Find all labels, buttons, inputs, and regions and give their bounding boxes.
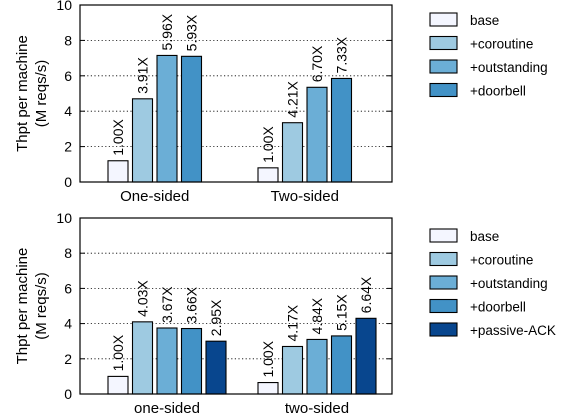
bar-value-label-0-1-3: 7.33X bbox=[334, 36, 350, 73]
bar-value-label-1-0-1: 4.03X bbox=[135, 280, 151, 317]
bar-value-label-1-1-2: 4.84X bbox=[309, 297, 325, 334]
y-tick-label-0-5: 10 bbox=[56, 0, 72, 13]
legend-swatch-0-2 bbox=[429, 59, 458, 74]
bar-0-1-2 bbox=[306, 86, 328, 183]
y-axis-label-line2-1: (M reqs/s) bbox=[33, 272, 50, 340]
bar-value-label-0-1-2: 6.70X bbox=[309, 45, 325, 82]
y-tick-label-0-0: 0 bbox=[64, 174, 72, 190]
bar-value-label-1-1-1: 4.17X bbox=[285, 304, 301, 341]
legend-label-1-4: +passive-ACK bbox=[470, 323, 556, 338]
y-tick-label-1-5: 10 bbox=[56, 210, 72, 226]
bar-value-label-1-1-3: 5.15X bbox=[334, 294, 350, 331]
legend-swatch-1-0 bbox=[429, 228, 458, 243]
bar-1-1-1 bbox=[281, 345, 304, 395]
bar-1-1-2 bbox=[306, 338, 328, 395]
bar-1-0-3 bbox=[180, 327, 203, 395]
legend-swatch-0-3 bbox=[429, 82, 458, 98]
bar-value-label-1-0-0: 1.00X bbox=[110, 334, 126, 371]
bar-value-label-0-1-1: 4.21X bbox=[285, 80, 301, 117]
bar-1-1-3 bbox=[330, 335, 353, 395]
legend-label-0-3: +doorbell bbox=[470, 84, 526, 99]
legend-label-0-0: base bbox=[470, 13, 499, 28]
bar-value-label-1-0-4: 2.95X bbox=[208, 299, 224, 336]
legend-swatch-1-2 bbox=[429, 275, 458, 290]
bar-value-label-0-0-2: 5.96X bbox=[159, 13, 175, 50]
y-tick-label-1-3: 6 bbox=[64, 280, 72, 296]
legend-swatch-0-1 bbox=[429, 35, 458, 51]
legend-label-0-2: +outstanding bbox=[470, 60, 548, 75]
x-category-label-0-1: Two-sided bbox=[271, 188, 339, 205]
y-tick-label-1-4: 8 bbox=[64, 245, 72, 261]
bar-0-1-1 bbox=[281, 122, 304, 183]
bar-value-label-0-0-3: 5.93X bbox=[184, 14, 200, 51]
bar-value-label-1-1-4: 6.64X bbox=[358, 276, 374, 313]
bar-value-label-1-0-3: 3.66X bbox=[184, 286, 200, 323]
axes-frame-1 bbox=[79, 217, 393, 395]
bar-0-0-2 bbox=[156, 54, 178, 183]
legend-swatch-1-4 bbox=[429, 322, 458, 337]
bar-0-0-1 bbox=[131, 98, 154, 183]
y-tick-label-0-2: 4 bbox=[64, 103, 72, 119]
bar-0-1-0 bbox=[257, 167, 279, 183]
bar-value-label-0-0-0: 1.00X bbox=[110, 119, 126, 156]
y-tick-label-0-3: 6 bbox=[64, 68, 72, 84]
bar-1-0-1 bbox=[131, 321, 154, 395]
legend-label-1-2: +outstanding bbox=[470, 276, 548, 291]
bar-value-label-1-0-2: 3.67X bbox=[159, 286, 175, 323]
bar-value-label-1-1-0: 1.00X bbox=[260, 340, 276, 377]
legend-label-1-0: base bbox=[470, 229, 499, 244]
bar-1-0-4 bbox=[205, 340, 227, 395]
legend-label-1-3: +doorbell bbox=[470, 300, 526, 315]
bar-0-0-0 bbox=[107, 160, 129, 183]
x-category-label-0-0: One-sided bbox=[120, 188, 189, 205]
x-category-label-1-1: two-sided bbox=[285, 400, 349, 417]
axes-frame-0 bbox=[79, 4, 393, 183]
bar-1-1-0 bbox=[257, 382, 279, 395]
y-tick-label-1-2: 4 bbox=[64, 316, 72, 332]
y-axis-label-line1-1: Thpt per machine bbox=[14, 248, 31, 365]
legend-swatch-1-3 bbox=[429, 298, 458, 314]
bar-1-0-0 bbox=[107, 375, 129, 395]
x-category-label-1-0: one-sided bbox=[134, 400, 200, 417]
bar-value-label-0-0-1: 3.91X bbox=[135, 57, 151, 94]
bar-0-1-3 bbox=[330, 77, 353, 183]
bar-1-1-4 bbox=[355, 317, 377, 395]
legend-label-0-1: +coroutine bbox=[470, 37, 533, 52]
bar-value-label-0-1-0: 1.00X bbox=[260, 126, 276, 163]
y-tick-label-0-4: 8 bbox=[64, 32, 72, 48]
legend-swatch-1-1 bbox=[429, 251, 458, 267]
bar-0-0-3 bbox=[180, 55, 203, 183]
legend-label-1-1: +coroutine bbox=[470, 253, 533, 268]
y-tick-label-1-0: 0 bbox=[64, 386, 72, 402]
y-tick-label-0-1: 2 bbox=[64, 139, 72, 155]
y-axis-label-line1-0: Thpt per machine bbox=[14, 35, 31, 152]
y-axis-label-line2-0: (M reqs/s) bbox=[33, 60, 50, 128]
bar-1-0-2 bbox=[156, 327, 178, 395]
legend-swatch-0-0 bbox=[429, 12, 458, 27]
y-tick-label-1-1: 2 bbox=[64, 351, 72, 367]
